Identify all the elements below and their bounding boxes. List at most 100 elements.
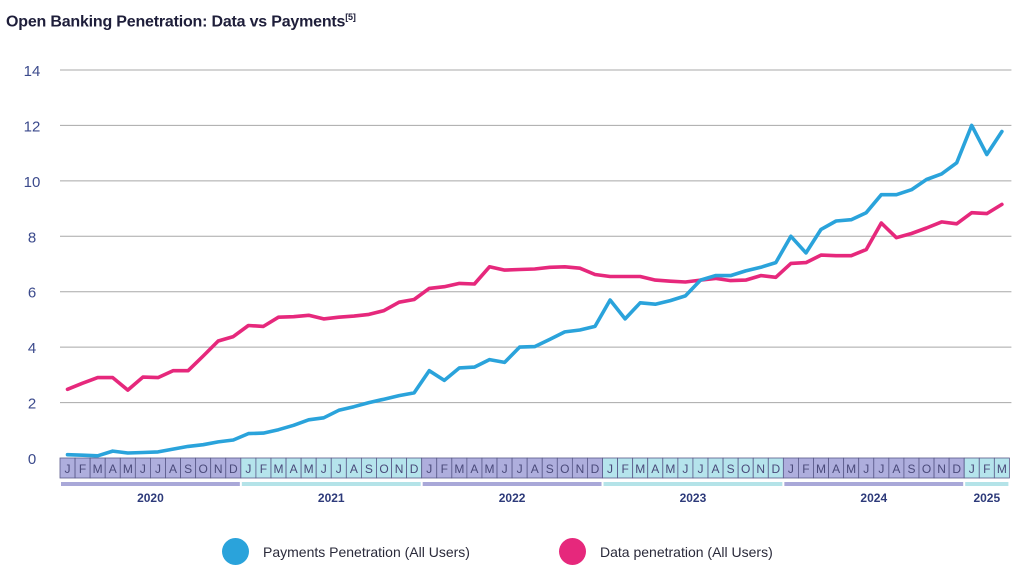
month-label: F bbox=[621, 462, 628, 476]
y-tick-label: 6 bbox=[28, 285, 36, 302]
month-label: F bbox=[79, 462, 86, 476]
month-label: O bbox=[741, 462, 750, 476]
month-label: A bbox=[832, 462, 840, 476]
month-label: O bbox=[198, 462, 207, 476]
month-label: J bbox=[336, 462, 342, 476]
month-label: M bbox=[816, 462, 826, 476]
month-label: S bbox=[727, 462, 735, 476]
legend-item-payments: Payments Penetration (All Users) bbox=[222, 538, 470, 565]
month-label: F bbox=[260, 462, 267, 476]
month-label: N bbox=[395, 462, 404, 476]
month-label: M bbox=[123, 462, 133, 476]
month-label: D bbox=[229, 462, 238, 476]
y-tick-label: 12 bbox=[24, 118, 41, 135]
month-label: J bbox=[245, 462, 251, 476]
month-label: M bbox=[274, 462, 284, 476]
series-line-payments bbox=[65, 123, 1004, 458]
month-label: F bbox=[441, 462, 448, 476]
series-lines bbox=[65, 123, 1004, 458]
year-bar bbox=[61, 482, 240, 486]
month-label: A bbox=[651, 462, 659, 476]
year-label: 2022 bbox=[499, 491, 526, 505]
legend-swatch-payments bbox=[222, 538, 249, 565]
year-label: 2021 bbox=[318, 491, 345, 505]
year-bar bbox=[422, 482, 602, 486]
month-label: O bbox=[922, 462, 931, 476]
year-label: 2024 bbox=[860, 491, 887, 505]
month-label: A bbox=[470, 462, 478, 476]
year-bar bbox=[784, 482, 964, 486]
month-label: S bbox=[365, 462, 373, 476]
gridlines bbox=[60, 69, 1012, 404]
month-label: D bbox=[952, 462, 961, 476]
month-label: M bbox=[454, 462, 464, 476]
month-label: M bbox=[665, 462, 675, 476]
year-label: 2023 bbox=[680, 491, 707, 505]
month-label: N bbox=[756, 462, 765, 476]
year-bar bbox=[603, 482, 783, 486]
y-tick-label: 2 bbox=[28, 396, 36, 413]
month-label: F bbox=[802, 462, 809, 476]
chart-title: Open Banking Penetration: Data vs Paymen… bbox=[6, 12, 356, 31]
month-label: S bbox=[184, 462, 192, 476]
month-label: J bbox=[697, 462, 703, 476]
legend-label-data: Data penetration (All Users) bbox=[600, 543, 773, 560]
month-label: N bbox=[576, 462, 585, 476]
legend-swatch-data bbox=[559, 538, 586, 565]
year-axis: 2020 2021 2022 2023 2024 2025 bbox=[61, 482, 1009, 505]
month-label: J bbox=[65, 462, 71, 476]
month-label: J bbox=[969, 462, 975, 476]
y-tick-label: 4 bbox=[28, 340, 36, 357]
month-label: J bbox=[321, 462, 327, 476]
month-label: J bbox=[788, 462, 794, 476]
month-label: M bbox=[304, 462, 314, 476]
month-label: M bbox=[93, 462, 103, 476]
month-label: J bbox=[607, 462, 613, 476]
month-label: A bbox=[290, 462, 298, 476]
year-label: 2025 bbox=[973, 491, 1000, 505]
month-label: A bbox=[531, 462, 539, 476]
y-axis-ticks: 0 2 4 6 8 10 12 14 bbox=[24, 63, 41, 468]
month-label: A bbox=[350, 462, 358, 476]
month-label: J bbox=[878, 462, 884, 476]
month-label: A bbox=[169, 462, 177, 476]
month-label: J bbox=[155, 462, 161, 476]
month-label: O bbox=[560, 462, 569, 476]
month-label: S bbox=[546, 462, 554, 476]
month-label: J bbox=[140, 462, 146, 476]
month-label: A bbox=[712, 462, 720, 476]
month-label: M bbox=[846, 462, 856, 476]
month-label: M bbox=[635, 462, 645, 476]
year-bar bbox=[965, 482, 1009, 486]
legend-label-payments: Payments Penetration (All Users) bbox=[263, 543, 470, 560]
month-label: A bbox=[109, 462, 117, 476]
month-label: D bbox=[771, 462, 780, 476]
legend: Payments Penetration (All Users) Data pe… bbox=[0, 538, 1024, 568]
month-label: F bbox=[983, 462, 990, 476]
month-label: M bbox=[484, 462, 494, 476]
month-label: A bbox=[892, 462, 900, 476]
month-label: S bbox=[907, 462, 915, 476]
month-label: N bbox=[937, 462, 946, 476]
month-label: J bbox=[863, 462, 869, 476]
y-tick-label: 0 bbox=[28, 451, 36, 468]
month-label: J bbox=[426, 462, 432, 476]
month-cell bbox=[993, 457, 1010, 479]
month-label: M bbox=[997, 462, 1007, 476]
month-label: J bbox=[502, 462, 508, 476]
y-tick-label: 10 bbox=[24, 174, 41, 191]
month-label: N bbox=[214, 462, 223, 476]
title-footnote: [5] bbox=[345, 12, 356, 22]
month-label: O bbox=[379, 462, 388, 476]
year-label: 2020 bbox=[137, 491, 164, 505]
month-label: J bbox=[517, 462, 523, 476]
year-bar bbox=[241, 482, 421, 486]
legend-item-data: Data penetration (All Users) bbox=[559, 538, 773, 565]
month-label: D bbox=[410, 462, 419, 476]
series-line-data bbox=[65, 202, 1004, 392]
month-label: J bbox=[682, 462, 688, 476]
y-tick-label: 14 bbox=[24, 63, 41, 80]
y-tick-label: 8 bbox=[28, 229, 36, 246]
